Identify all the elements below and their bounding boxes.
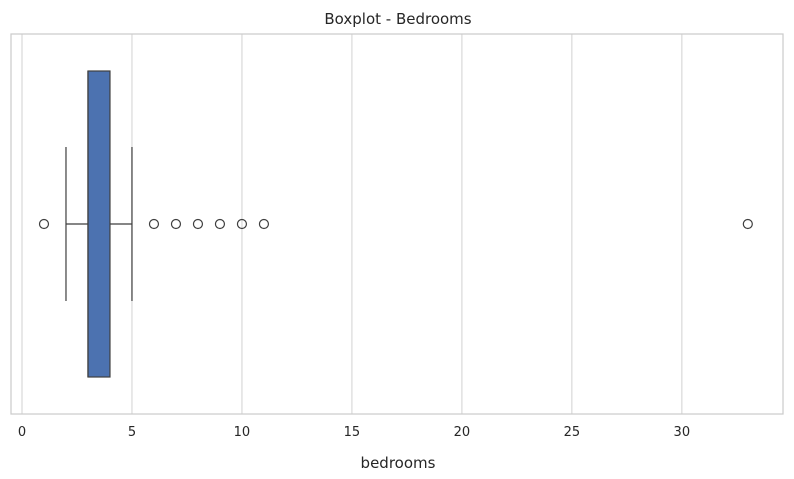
outlier-point-9 xyxy=(214,218,226,230)
plot-frame xyxy=(10,33,784,415)
outlier-point-8 xyxy=(192,218,204,230)
outlier-point-1 xyxy=(38,218,50,230)
outlier-point-6 xyxy=(148,218,160,230)
x-tick-label-5: 5 xyxy=(128,425,136,440)
outlier-point-11 xyxy=(258,218,270,230)
x-tick-label-10: 10 xyxy=(234,425,251,440)
x-axis-ticks: 0 5 10 15 20 25 30 xyxy=(18,425,690,440)
chart-title: Boxplot - Bedrooms xyxy=(324,10,471,28)
x-axis-label: bedrooms xyxy=(361,454,436,472)
grid-lines xyxy=(21,34,683,414)
outlier-point-7 xyxy=(170,218,182,230)
outlier-point-10 xyxy=(236,218,248,230)
x-tick-label-20: 20 xyxy=(454,425,471,440)
x-tick-label-30: 30 xyxy=(674,425,691,440)
x-tick-label-15: 15 xyxy=(344,425,361,440)
x-tick-label-0: 0 xyxy=(18,425,26,440)
boxplot-series xyxy=(38,70,753,378)
x-tick-label-25: 25 xyxy=(564,425,581,440)
iqr-box xyxy=(87,70,111,378)
outlier-point-33 xyxy=(742,218,753,230)
